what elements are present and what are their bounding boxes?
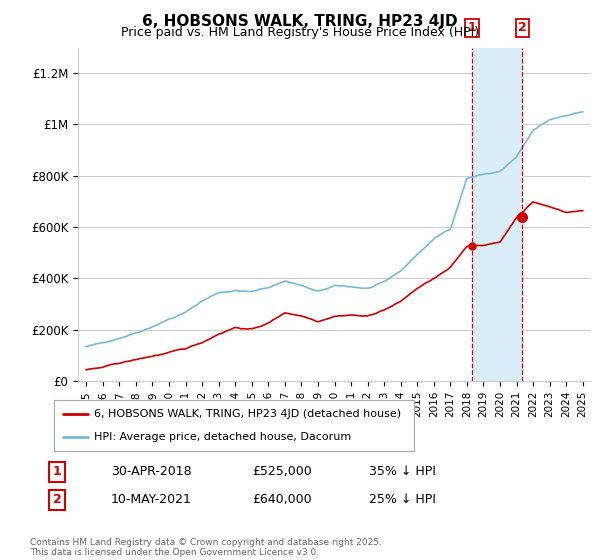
Text: £640,000: £640,000 [252,493,311,506]
Text: 10-MAY-2021: 10-MAY-2021 [111,493,192,506]
Text: 2: 2 [53,493,61,506]
Text: 35% ↓ HPI: 35% ↓ HPI [369,465,436,478]
Text: 6, HOBSONS WALK, TRING, HP23 4JD (detached house): 6, HOBSONS WALK, TRING, HP23 4JD (detach… [94,409,401,419]
Text: £525,000: £525,000 [252,465,312,478]
Text: HPI: Average price, detached house, Dacorum: HPI: Average price, detached house, Daco… [94,432,351,442]
Text: 2: 2 [518,21,527,34]
Text: 25% ↓ HPI: 25% ↓ HPI [369,493,436,506]
Text: Price paid vs. HM Land Registry's House Price Index (HPI): Price paid vs. HM Land Registry's House … [121,26,479,39]
Text: 30-APR-2018: 30-APR-2018 [111,465,191,478]
Text: 6, HOBSONS WALK, TRING, HP23 4JD: 6, HOBSONS WALK, TRING, HP23 4JD [142,14,458,29]
Text: Contains HM Land Registry data © Crown copyright and database right 2025.
This d: Contains HM Land Registry data © Crown c… [30,538,382,557]
Text: 1: 1 [53,465,61,478]
Text: 1: 1 [468,21,477,34]
Bar [472,48,523,381]
